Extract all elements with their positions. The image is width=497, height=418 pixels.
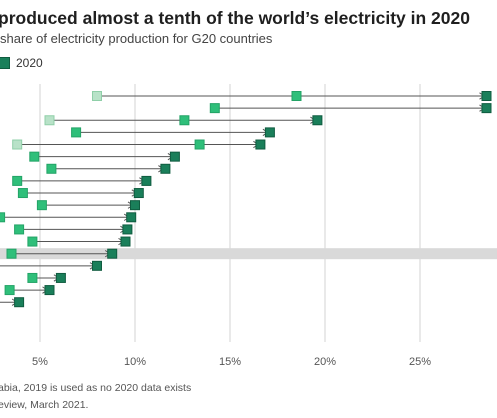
- point-start-2010: [27, 236, 38, 247]
- point-start-2000: [12, 139, 23, 150]
- point-2020: [55, 272, 66, 283]
- chart-title: produced almost a tenth of the world’s e…: [0, 8, 470, 28]
- point-start-2010: [194, 139, 205, 150]
- footnote: abia, 2019 is used as no 2020 data exist…: [0, 382, 192, 394]
- marks-layer: [0, 91, 492, 308]
- point-2020: [312, 115, 323, 126]
- point-2020: [169, 151, 180, 162]
- point-start-2010: [36, 200, 47, 211]
- point-start-2010: [209, 103, 220, 114]
- point-start-2010: [14, 224, 25, 235]
- point-start-2010: [71, 127, 82, 138]
- point-2020: [44, 285, 55, 296]
- point-start-2010: [12, 175, 23, 186]
- grid-layer: [39, 84, 421, 342]
- highlight-layer: [0, 248, 497, 260]
- point-start-2010: [0, 212, 6, 223]
- x-tick-label: 5%: [32, 356, 48, 368]
- chart-legend: 2020: [0, 55, 43, 71]
- point-start-2000: [92, 91, 102, 101]
- point-2020: [92, 260, 102, 271]
- point-start-2010: [17, 188, 28, 199]
- point-start-2010: [29, 151, 40, 162]
- point-2020: [264, 127, 275, 138]
- x-tick-label: 20%: [314, 356, 336, 368]
- x-tick-label: 25%: [409, 356, 431, 368]
- chart-subtitle: share of electricity production for G20 …: [0, 31, 273, 46]
- point-2020: [481, 91, 492, 101]
- point-2020: [133, 188, 144, 199]
- point-2020: [126, 212, 137, 223]
- highlight-row: [0, 248, 497, 260]
- point-2020: [122, 224, 133, 235]
- point-2020: [14, 297, 25, 308]
- x-tick-label: 15%: [219, 356, 241, 368]
- x-tick-label: 10%: [124, 356, 146, 368]
- point-start-2010: [4, 285, 15, 296]
- legend-2020-label: 2020: [16, 56, 43, 70]
- point-start-2010: [46, 163, 57, 174]
- point-2020: [255, 139, 266, 150]
- point-2020: [130, 200, 140, 211]
- point-start-2010: [179, 115, 190, 126]
- point-2020: [107, 248, 118, 259]
- point-start-2010: [6, 248, 17, 259]
- x-axis-ticks: 5% 10% 15% 20% 25%: [32, 356, 431, 368]
- point-start-2000: [44, 115, 55, 126]
- point-2020: [160, 163, 171, 174]
- source-note: eview, March 2021.: [0, 399, 89, 411]
- point-start-2010: [27, 272, 38, 283]
- point-2020: [120, 236, 131, 247]
- legend-2020-swatch: [0, 57, 10, 69]
- point-start-2010: [291, 91, 302, 101]
- point-2020: [141, 175, 152, 186]
- point-2020: [481, 103, 492, 114]
